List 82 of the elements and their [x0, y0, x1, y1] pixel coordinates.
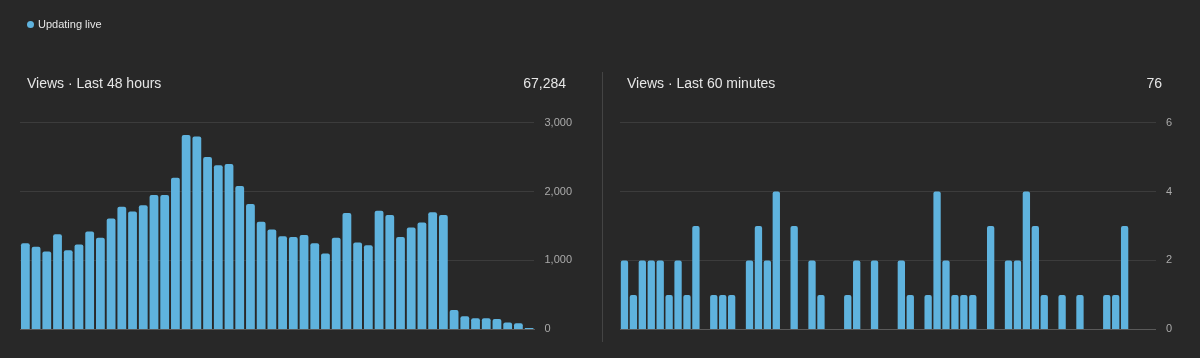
- bar: [106, 218, 116, 329]
- bar: [647, 260, 655, 329]
- bar: [53, 234, 62, 329]
- chart-title: Views · Last 60 minutes: [627, 75, 776, 91]
- bar: [203, 157, 212, 329]
- bar: [1076, 294, 1084, 329]
- bar: [117, 206, 127, 329]
- bar: [710, 294, 718, 329]
- y-tick-label: 4: [1165, 184, 1173, 197]
- bar: [353, 242, 363, 329]
- bar: [417, 222, 427, 329]
- bar: [772, 191, 780, 329]
- bar: [438, 214, 448, 329]
- bar: [629, 294, 638, 329]
- bar: [63, 250, 73, 329]
- bar: [224, 163, 234, 329]
- bar: [844, 294, 852, 329]
- text: 76: [1146, 75, 1162, 91]
- bar: [897, 260, 905, 329]
- bar: [85, 231, 95, 329]
- bar: [95, 237, 105, 329]
- bar: [213, 165, 223, 329]
- bar: [471, 318, 480, 329]
- bar: [492, 319, 502, 329]
- bar: [763, 260, 772, 329]
- bar: [299, 234, 309, 329]
- y-tick-label: 3,000: [544, 115, 572, 128]
- bar: [449, 310, 459, 329]
- bar: [160, 194, 170, 329]
- bar: [235, 186, 245, 329]
- bar: [754, 226, 763, 329]
- bar: [1022, 191, 1031, 329]
- text: 67,284: [523, 75, 566, 91]
- bar: [853, 260, 861, 329]
- bar: [406, 227, 416, 329]
- bar: [74, 244, 84, 329]
- bar: [385, 214, 395, 329]
- bar: [1120, 226, 1129, 329]
- bar: [1031, 226, 1039, 329]
- bar: [171, 177, 180, 329]
- bar: [481, 318, 491, 329]
- bar: [310, 243, 320, 329]
- bar: [42, 251, 52, 329]
- bar: [1040, 294, 1048, 329]
- bar: [620, 260, 629, 329]
- bar: [1013, 260, 1022, 329]
- bar: [870, 260, 879, 329]
- bar: [363, 245, 373, 329]
- y-tick-label: 2,000: [544, 184, 572, 197]
- bar: [20, 243, 30, 329]
- bar: [727, 294, 736, 329]
- y-tick-label: 6: [1165, 115, 1173, 128]
- chart-title: Views · Last 48 hours: [27, 75, 162, 91]
- bar: [986, 226, 995, 329]
- bar: [321, 253, 330, 329]
- bar: [906, 294, 914, 329]
- bar: [31, 246, 41, 329]
- bar: [288, 237, 298, 329]
- bar: [790, 226, 798, 329]
- bar: [1058, 294, 1066, 329]
- bar: [374, 210, 384, 329]
- bar: [278, 236, 287, 329]
- bar: [460, 316, 470, 329]
- bar: [331, 237, 341, 329]
- bar: [428, 212, 438, 329]
- text: Updating live: [38, 18, 102, 30]
- bar: [1103, 294, 1111, 329]
- bar: [1112, 294, 1120, 329]
- bar: [149, 194, 159, 329]
- y-tick-label: 2: [1165, 253, 1173, 266]
- bar: [396, 237, 405, 329]
- bar: [128, 211, 137, 329]
- bar: [1004, 260, 1013, 329]
- bar: [138, 205, 148, 329]
- bar: [719, 294, 727, 329]
- y-tick-label: 0: [1165, 322, 1173, 335]
- bar: [638, 260, 646, 329]
- y-tick-label: 0: [544, 322, 551, 335]
- y-tick-label: 1,000: [544, 253, 572, 266]
- bar: [342, 212, 352, 329]
- bar: [246, 203, 255, 329]
- bar: [745, 260, 754, 329]
